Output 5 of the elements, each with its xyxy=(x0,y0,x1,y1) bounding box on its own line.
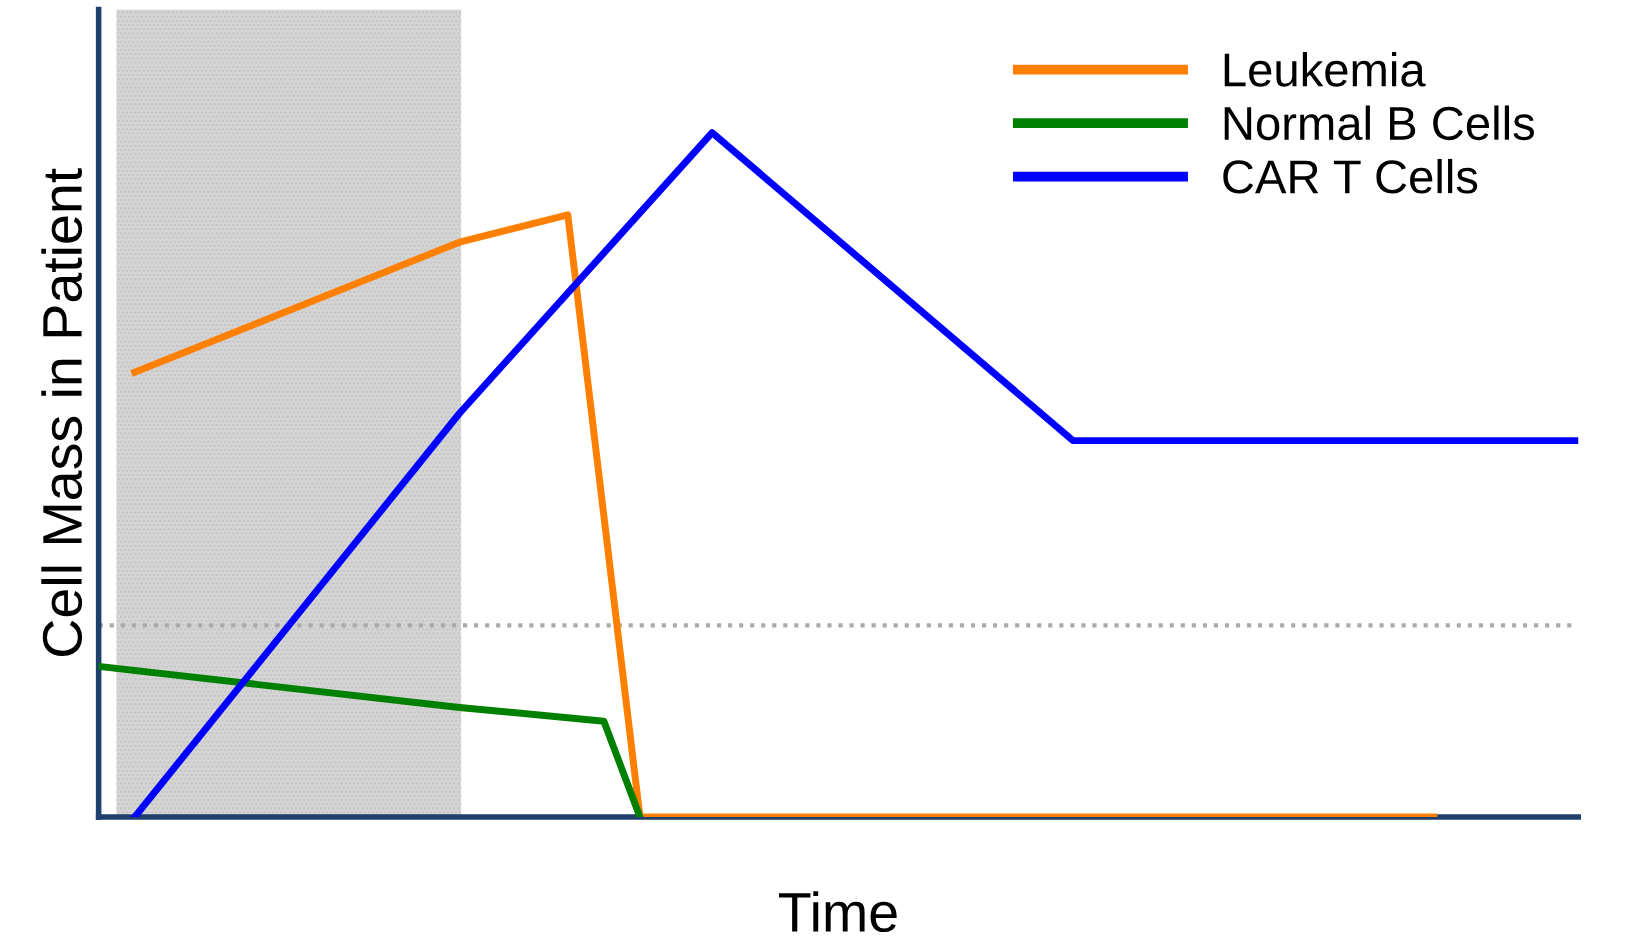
legend-label: Leukemia xyxy=(1224,52,1426,87)
y-axis-title: Cell Mass in Patient xyxy=(41,168,83,656)
legend-label: Normal B Cells xyxy=(1224,105,1535,141)
legend-label: CAR T Cells xyxy=(1223,158,1478,194)
x-axis-title: Time xyxy=(779,891,897,933)
